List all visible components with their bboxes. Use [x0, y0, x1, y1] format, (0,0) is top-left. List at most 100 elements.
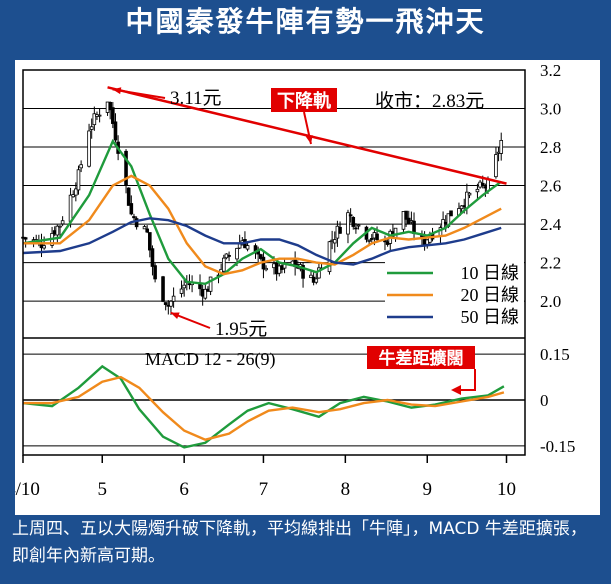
candle: [354, 223, 358, 234]
candle-body: [179, 288, 184, 294]
candle: [348, 208, 353, 223]
candle-body: [203, 288, 208, 299]
candle-body: [148, 232, 152, 251]
x-tick-label: 5: [98, 479, 108, 500]
low-arrow-head: [170, 312, 180, 320]
candle: [148, 232, 152, 258]
candle: [404, 210, 408, 227]
candle: [89, 118, 94, 139]
candle: [499, 132, 504, 161]
candle: [346, 209, 350, 244]
candle-body: [182, 284, 186, 289]
candle-body: [68, 194, 73, 222]
candle: [314, 273, 319, 285]
candle-body: [87, 130, 91, 167]
candle-body: [79, 164, 83, 169]
candle: [351, 216, 356, 230]
candle-body: [55, 225, 60, 236]
candle-body: [375, 233, 379, 241]
candle-body: [348, 214, 353, 217]
chart-title: 中國秦發牛陣有勢一飛沖天: [125, 5, 486, 38]
macd-tick-label: 0: [540, 391, 549, 410]
candle: [92, 106, 97, 131]
candle-body: [480, 182, 485, 186]
candle: [367, 239, 371, 245]
candle: [203, 282, 208, 300]
ma10-line: [22, 138, 502, 286]
candle-body: [76, 169, 81, 191]
candle-body: [354, 227, 358, 230]
candle: [258, 253, 263, 261]
candle-body: [97, 114, 102, 117]
candle-body: [369, 238, 374, 240]
price-tick-label: 2.0: [540, 292, 561, 311]
price-tick-label: 2.8: [540, 138, 561, 157]
candle: [221, 254, 226, 276]
x-tick-label: 10: [497, 479, 516, 500]
plot-frame: [22, 69, 526, 456]
macd-tick-label: 0.15: [540, 345, 570, 364]
annotations: 3.11元 1.95元 下降軌 收市：2.83元 MACD 12 - 26(9) 牛差距擴…: [112, 87, 484, 395]
macd-lines: [22, 364, 505, 449]
candle-body: [124, 150, 128, 186]
candle-body: [89, 126, 94, 130]
candle-body: [126, 187, 131, 206]
candle-body: [309, 274, 313, 279]
candle: [60, 216, 65, 227]
candle-body: [42, 245, 46, 249]
legend-label: 20 日線: [461, 285, 520, 305]
chart-panel: 3.2 3.0 2.8 2.6 2.4 2.2 2.0 0.15 0 -0.15 4/10 5 6 7 8 9…: [6, 60, 600, 515]
candle: [129, 195, 134, 216]
price-tick-label: 2.2: [540, 254, 561, 273]
candle-body: [142, 226, 147, 230]
candle-body: [332, 239, 337, 244]
candle-body: [113, 121, 118, 141]
legend-label: 50 日線: [461, 307, 520, 327]
downtrend-label: 下降軌: [277, 90, 331, 111]
candle: [401, 211, 406, 235]
x-tick-label: 4/10: [15, 479, 40, 500]
legend-label: 10 日線: [461, 263, 520, 283]
candle: [301, 262, 305, 288]
candle-body: [169, 300, 173, 307]
candle: [111, 101, 115, 129]
candle-body: [153, 265, 157, 280]
candle: [467, 192, 472, 199]
downtrend-arrow-head: [305, 135, 313, 144]
downtrend-label-box: [271, 88, 337, 112]
candle: [79, 160, 83, 173]
candle: [494, 147, 498, 179]
candle: [74, 182, 78, 202]
x-tick-label: 7: [259, 479, 269, 500]
signal-line: [23, 375, 505, 441]
candle: [171, 287, 176, 308]
candle: [227, 251, 231, 262]
candle-body: [108, 101, 112, 111]
candle-body: [301, 265, 305, 279]
candle: [126, 187, 131, 206]
candle: [71, 190, 75, 198]
candle: [412, 212, 416, 241]
candle: [58, 225, 62, 236]
moving-average-lines: [22, 138, 502, 286]
candle: [113, 113, 118, 143]
macd-tick-label: -0.15: [540, 437, 575, 456]
candle: [264, 265, 268, 272]
candle-body: [404, 210, 408, 220]
candle-body: [23, 237, 28, 240]
candle-body: [163, 302, 168, 305]
high-arrow-head: [112, 87, 122, 95]
candle: [134, 216, 139, 230]
candle-body: [74, 188, 78, 196]
candle: [97, 108, 102, 123]
candle-body: [314, 278, 319, 283]
downtrend-group: [107, 86, 507, 185]
macd-note-box: [367, 346, 475, 369]
price-tick-label: 2.6: [540, 177, 561, 196]
x-tick-label: 6: [179, 479, 189, 500]
candle-body: [132, 216, 136, 219]
candle-body: [60, 220, 65, 225]
candle: [449, 210, 453, 217]
candle-body: [393, 227, 398, 238]
candle: [163, 302, 168, 311]
